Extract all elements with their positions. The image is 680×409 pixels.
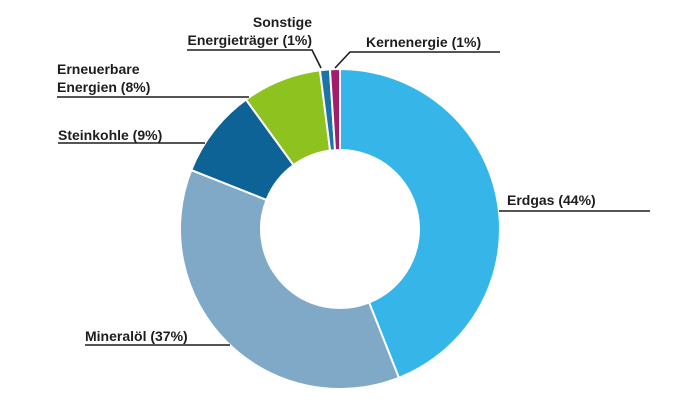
segment-label-kernenergie-text: Kernenergie (1%): [366, 34, 482, 50]
segment-label-kernenergie: Kernenergie (1%): [366, 33, 481, 51]
segment-label-mineraloel-text: Mineralöl (37%): [85, 328, 188, 344]
pie-segment-1: [179, 168, 401, 390]
segment-label-erneuerbare-line2: Energien (8%): [57, 79, 151, 95]
segment-label-sonstige-line1: Sonstige: [252, 14, 312, 30]
segment-label-mineraloel: Mineralöl (37%): [85, 327, 188, 345]
segment-label-erdgas: Erdgas (44%): [507, 191, 596, 209]
segment-label-steinkohle: Steinkohle (9%): [58, 126, 162, 144]
segment-label-erneuerbare-line1: Erneuerbare: [57, 61, 140, 77]
segment-label-steinkohle-text: Steinkohle (9%): [58, 127, 163, 143]
pie-segment-5: [328, 67, 341, 152]
leader-line-sonstige: [187, 49, 322, 69]
segment-label-erdgas-text: Erdgas (44%): [507, 192, 596, 208]
pie-segment-0: [339, 67, 501, 380]
segment-label-erneuerbare: Erneuerbare Energien (8%): [57, 60, 150, 96]
segment-label-sonstige: Sonstige Energieträger (1%): [182, 13, 312, 49]
segment-label-sonstige-line2: Energieträger (1%): [187, 32, 312, 48]
leader-line-kernenergie: [334, 51, 500, 69]
donut-segments: [179, 67, 501, 390]
